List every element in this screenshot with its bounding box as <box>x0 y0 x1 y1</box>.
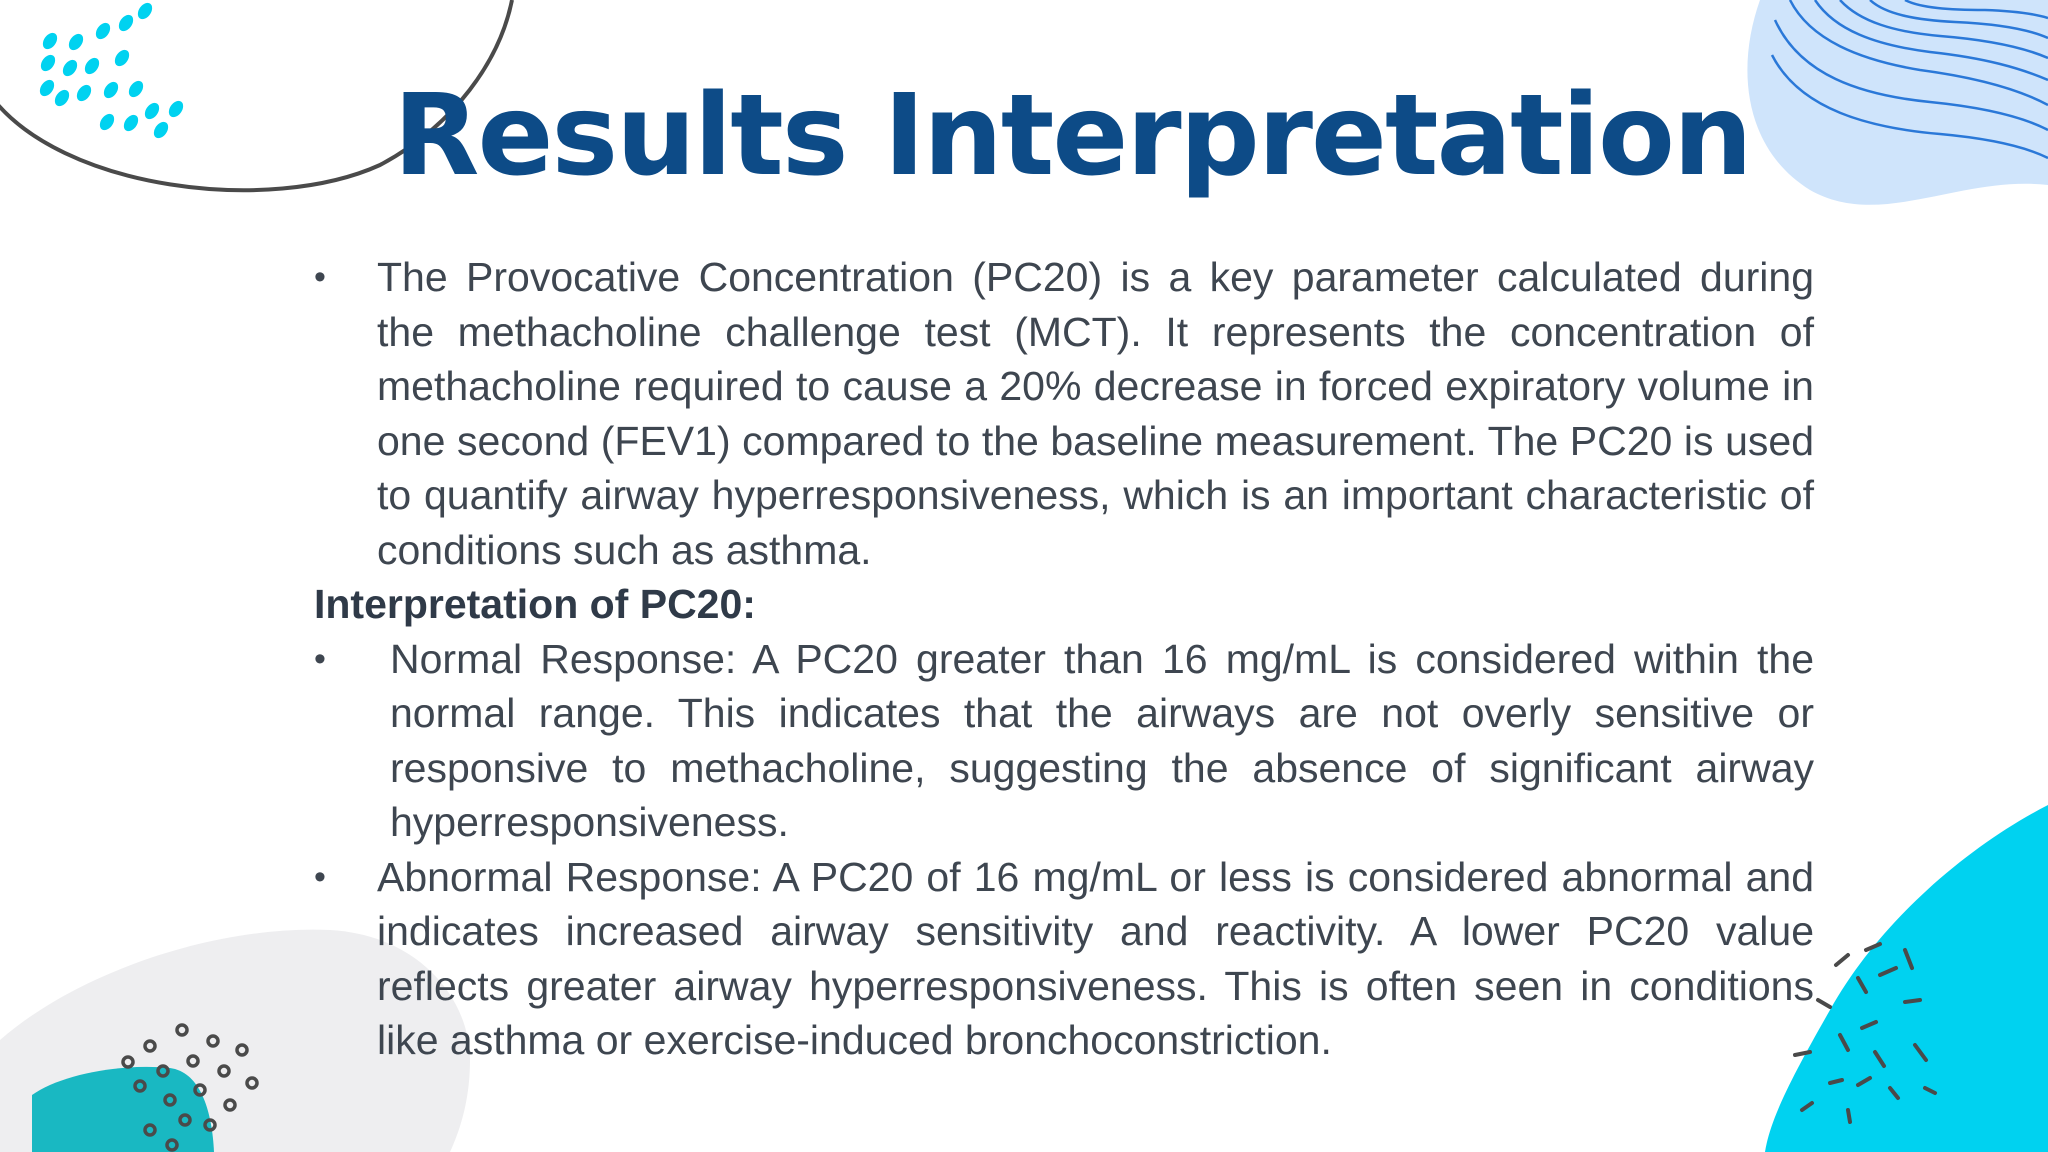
top-left-dot-pattern <box>39 2 184 139</box>
bottom-left-teal-blob <box>32 1066 214 1152</box>
intro-bullet: • The Provocative Concentration (PC20) i… <box>314 250 1814 577</box>
top-right-blob-decoration <box>1747 0 2048 205</box>
bottom-left-circle-pattern <box>121 1023 259 1152</box>
bullet-icon: • <box>314 857 326 896</box>
top-right-contour-lines <box>1770 0 2048 160</box>
subheading: Interpretation of PC20: <box>314 581 756 627</box>
list-item-normal-response: • Normal Response: A PC20 greater than 1… <box>314 632 1814 850</box>
top-left-curve-decoration <box>0 0 514 193</box>
bullet-icon: • <box>314 639 326 678</box>
intro-bullet-text: The Provocative Concentration (PC20) is … <box>377 254 1814 573</box>
bottom-right-dash-burst <box>1793 942 1937 1124</box>
list-item-text: Abnormal Response: A PC20 of 16 mg/mL or… <box>377 853 1814 1064</box>
bottom-right-cyan-blob <box>1765 805 2048 1152</box>
list-item-abnormal-response: • Abnormal Response: A PC20 of 16 mg/mL … <box>314 850 1814 1068</box>
list-item-text: Normal Response: A PC20 greater than 16 … <box>390 635 1814 846</box>
bullet-icon: • <box>314 258 326 296</box>
slide-title: Results Interpretation <box>393 71 1752 201</box>
slide-body: • The Provocative Concentration (PC20) i… <box>314 250 1814 1068</box>
